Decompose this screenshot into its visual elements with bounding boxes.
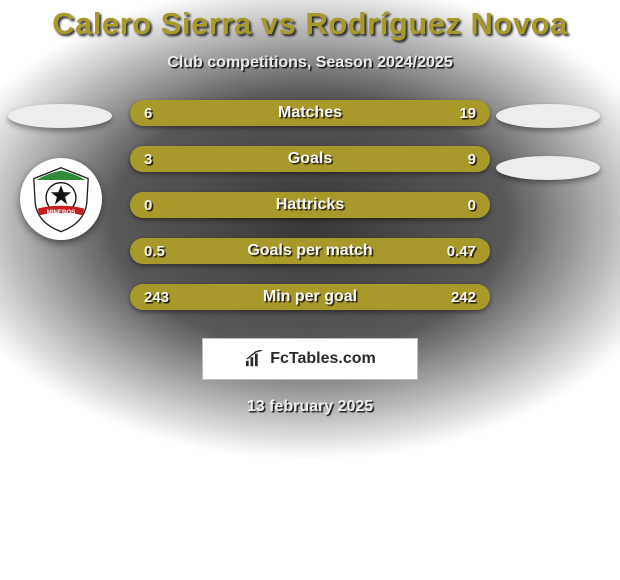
chart-icon [244,350,266,368]
branding-box: FcTables.com [202,338,418,380]
stat-bar: 00Hattricks [130,192,490,218]
bar-label: Goals [130,146,490,172]
stat-bar: 619Matches [130,100,490,126]
page-title: Calero Sierra vs Rodríguez Novoa [0,6,620,42]
branding-text: FcTables.com [270,350,376,368]
stat-bar: 0.50.47Goals per match [130,238,490,264]
comparison-arena: MINEROS 619Matches 39Goals 00Hattricks 0.50… [0,100,620,332]
player-left-placeholder [8,104,112,128]
date-text: 13 february 2025 [0,398,620,416]
page-subtitle: Club competitions, Season 2024/2025 [0,54,620,72]
mineros-crest-icon: MINEROS [27,165,95,233]
bar-label: Matches [130,100,490,126]
club-right-placeholder [496,156,600,180]
stat-bars: 619Matches 39Goals 00Hattricks 0.50.47Goals… [130,100,490,330]
stat-bar: 243242Min per goal [130,284,490,310]
svg-text:MINEROS: MINEROS [47,209,76,216]
comparison-card: Calero Sierra vs Rodríguez Novoa Club co… [0,0,620,416]
club-left-crest: MINEROS [20,158,102,240]
bar-label: Min per goal [130,284,490,310]
bar-label: Goals per match [130,238,490,264]
bar-label: Hattricks [130,192,490,218]
stat-bar: 39Goals [130,146,490,172]
player-right-placeholder [496,104,600,128]
